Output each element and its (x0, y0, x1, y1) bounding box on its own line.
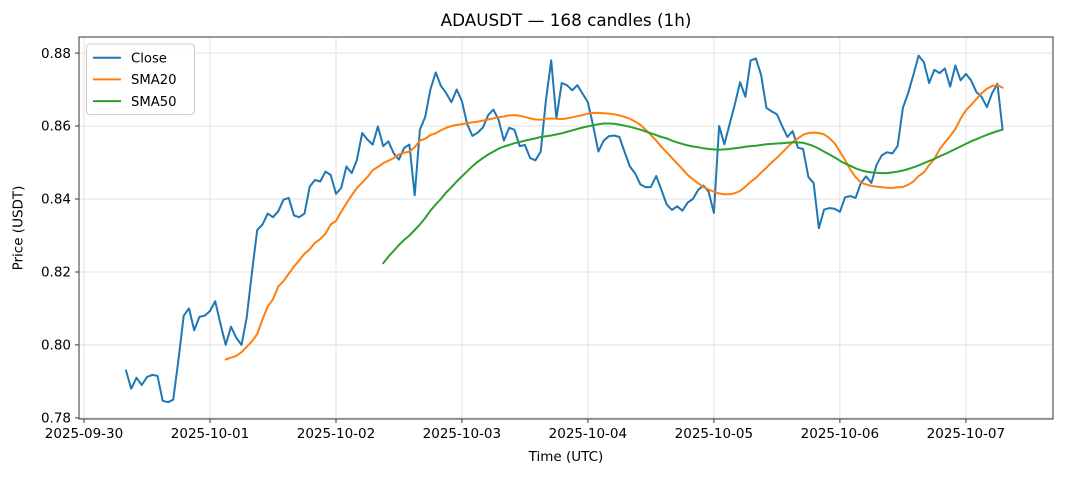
legend-label-sma20: SMA20 (131, 73, 177, 88)
y-tick-label: 0.78 (41, 411, 71, 427)
x-tick-label: 2025-09-30 (45, 426, 123, 442)
x-tick-label: 2025-10-05 (675, 426, 753, 442)
chart-title: ADAUSDT — 168 candles (1h) (441, 10, 692, 30)
x-tick-label: 2025-10-04 (549, 426, 627, 442)
x-tick-label: 2025-10-02 (297, 426, 375, 442)
axis-ticks: 2025-09-30 2025-10-01 2025-10-02 2025-10-03… (41, 46, 1005, 442)
series-lines (125, 54, 1004, 404)
legend-box (86, 43, 195, 115)
y-tick-label: 0.86 (41, 119, 71, 135)
x-axis-label: Time (UTC) (528, 449, 604, 465)
legend-label-close: Close (131, 51, 167, 66)
close-line (125, 54, 1004, 404)
legend: Close SMA20 SMA50 (86, 43, 195, 115)
plot-border (78, 36, 1054, 420)
sma50-line (382, 122, 1004, 265)
x-tick-label: 2025-10-07 (927, 426, 1005, 442)
x-tick-label: 2025-10-06 (801, 426, 879, 442)
y-axis-label: Price (USDT) (11, 186, 27, 271)
y-tick-label: 0.88 (41, 46, 71, 62)
y-tick-label: 0.80 (41, 338, 71, 354)
y-tick-label: 0.82 (41, 265, 71, 281)
x-tick-label: 2025-10-03 (423, 426, 501, 442)
x-tick-label: 2025-10-01 (171, 426, 249, 442)
sma20-line (224, 84, 1004, 361)
legend-label-sma50: SMA50 (131, 95, 177, 110)
gridlines (79, 37, 1053, 419)
y-tick-label: 0.84 (41, 192, 71, 208)
